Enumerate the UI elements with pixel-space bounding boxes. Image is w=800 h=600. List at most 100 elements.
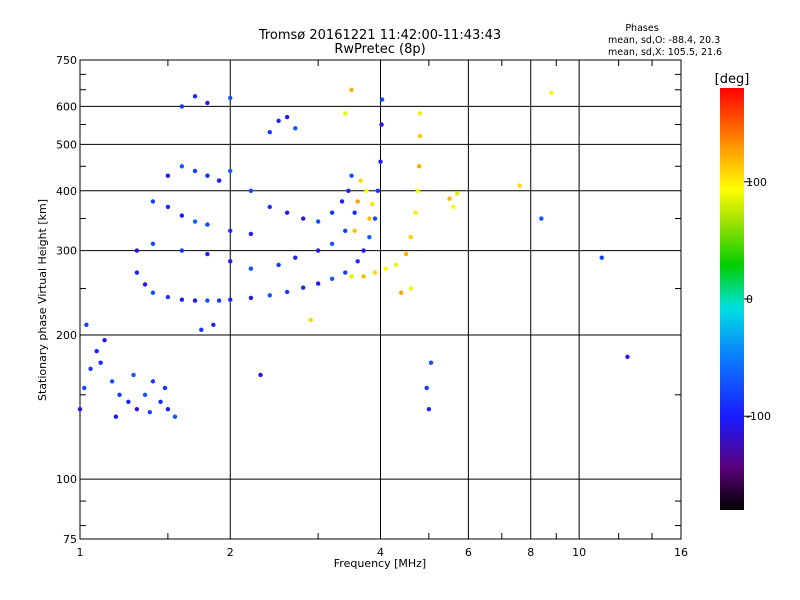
- data-point: [162, 385, 168, 391]
- data-point: [426, 406, 432, 412]
- data-point: [379, 122, 384, 127]
- colorbar-tick-label: -100: [746, 410, 771, 423]
- data-point: [403, 251, 409, 257]
- data-point: [276, 262, 281, 268]
- data-point: [192, 298, 198, 303]
- data-point: [267, 204, 272, 210]
- data-point: [343, 228, 348, 233]
- data-point: [113, 414, 119, 419]
- data-point: [300, 285, 306, 290]
- data-point: [258, 372, 263, 378]
- data-point: [517, 183, 522, 188]
- y-tick-label: 300: [56, 245, 77, 258]
- data-point: [408, 234, 413, 240]
- data-point: [364, 188, 369, 193]
- data-point: [370, 201, 375, 207]
- data-point: [248, 295, 254, 301]
- data-point: [361, 274, 366, 279]
- data-point: [150, 241, 156, 246]
- x-tick-label: 10: [572, 546, 586, 559]
- data-point: [300, 216, 306, 221]
- data-point: [417, 111, 423, 116]
- y-tick-label: 100: [56, 473, 77, 486]
- data-point: [134, 248, 140, 253]
- data-point: [150, 290, 156, 295]
- data-point: [165, 204, 171, 210]
- data-point: [267, 130, 272, 135]
- data-point: [315, 219, 321, 224]
- data-point: [126, 399, 131, 405]
- stats-line-o: mean, sd,O: -88.4, 20.3: [608, 35, 720, 46]
- data-point: [451, 204, 456, 210]
- data-point: [117, 392, 122, 398]
- data-point: [228, 297, 233, 302]
- data-point: [346, 188, 351, 193]
- x-tick-label: 16: [674, 546, 688, 559]
- data-point: [398, 290, 404, 295]
- data-point: [216, 298, 222, 303]
- data-point: [352, 228, 357, 233]
- data-point: [329, 241, 335, 246]
- data-point: [539, 216, 544, 221]
- y-tick-labels: 75 100 200 300 400 500 600 750: [56, 54, 77, 546]
- y-axis-label: Stationary phase Virtual Height [km]: [36, 199, 49, 401]
- data-point: [372, 270, 378, 275]
- data-point: [98, 360, 103, 365]
- chart-subtitle: RwPretec (8p): [334, 42, 425, 57]
- data-point: [228, 259, 233, 264]
- data-point: [82, 385, 87, 391]
- data-point: [276, 118, 281, 123]
- data-point: [192, 94, 198, 99]
- data-point: [172, 414, 178, 419]
- data-point: [165, 294, 171, 300]
- data-point: [413, 210, 418, 215]
- data-point: [308, 317, 313, 323]
- data-point: [228, 95, 233, 101]
- data-point: [179, 104, 185, 109]
- data-point: [248, 188, 254, 193]
- data-point: [549, 90, 554, 96]
- data-point: [329, 276, 335, 281]
- data-point: [179, 164, 185, 169]
- data-point: [447, 196, 452, 201]
- data-point: [211, 322, 216, 328]
- data-point: [293, 255, 298, 260]
- data-point: [367, 234, 372, 240]
- data-point: [179, 248, 185, 253]
- data-point: [205, 100, 210, 106]
- data-point: [417, 133, 423, 139]
- y-tick-label: 400: [56, 185, 77, 198]
- data-point: [349, 274, 354, 279]
- data-point: [315, 281, 321, 286]
- data-point: [248, 266, 254, 271]
- data-point: [94, 348, 99, 354]
- data-point: [361, 248, 366, 253]
- data-point: [455, 191, 460, 196]
- colorbar-tick-label: 100: [746, 176, 767, 189]
- data-point: [293, 126, 298, 131]
- data-point: [424, 385, 429, 391]
- data-point: [416, 164, 422, 169]
- data-point: [329, 210, 335, 215]
- data-point: [150, 199, 156, 204]
- data-point: [248, 231, 254, 237]
- data-point: [165, 406, 171, 412]
- stats-header: Phases: [625, 23, 658, 34]
- data-point: [205, 173, 210, 178]
- data-point: [205, 251, 210, 257]
- y-tick-label: 200: [56, 329, 77, 342]
- data-point: [379, 97, 385, 102]
- data-point: [343, 270, 348, 275]
- data-point: [284, 210, 290, 215]
- data-point: [134, 270, 140, 275]
- data-point: [199, 327, 204, 333]
- x-tick-label: 6: [465, 546, 472, 559]
- data-point: [284, 114, 290, 120]
- data-point: [355, 259, 360, 264]
- colorbar: [720, 88, 744, 510]
- data-point: [134, 406, 140, 412]
- data-point: [205, 222, 210, 227]
- data-point: [205, 298, 210, 303]
- data-point: [349, 87, 354, 92]
